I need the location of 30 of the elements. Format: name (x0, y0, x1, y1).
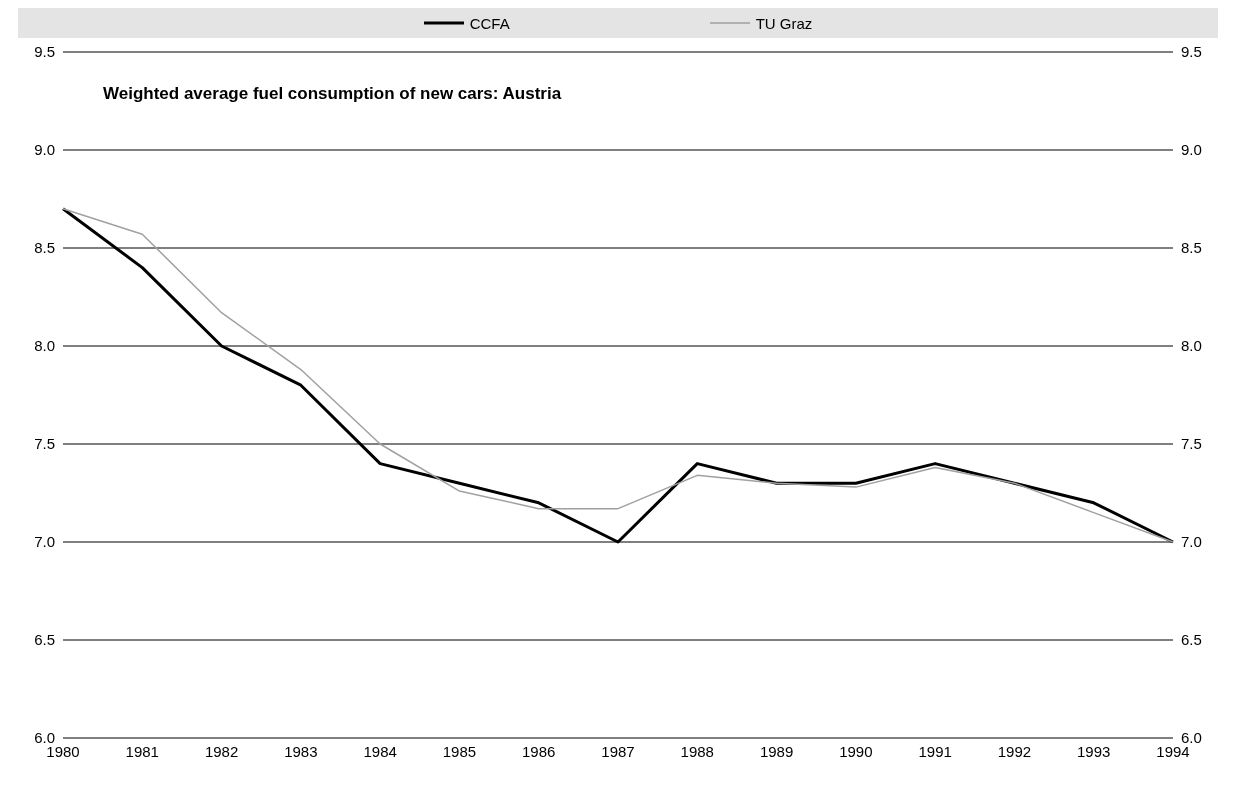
y2-tick-label: 7.5 (1181, 435, 1202, 453)
y2-tick-label: 9.0 (1181, 141, 1202, 159)
x-tick-label: 1984 (363, 742, 397, 760)
y-tick-label: 7.5 (34, 435, 55, 453)
text: Weighted average fuel consumption of new cars: Austria (103, 84, 562, 104)
x-tick-label: 1987 (601, 742, 635, 760)
x-tick-label: 1983 (284, 742, 318, 760)
y-tick-label: 6.5 (34, 631, 55, 649)
y-tick-label: 8.5 (34, 239, 55, 257)
x-tick-label: 1990 (839, 742, 873, 760)
y2-tick-label: 6.5 (1181, 631, 1202, 649)
legend-label: CCFA (469, 14, 510, 32)
x-tick-label: 1991 (918, 742, 952, 760)
x-tick-label: 1989 (759, 742, 794, 760)
legend-label: TU Graz (755, 14, 813, 32)
x-tick-label: 1982 (204, 742, 239, 760)
x-tick-label: 1993 (1077, 742, 1111, 760)
y-tick-label: 7.0 (34, 533, 55, 551)
y2-tick-label: 8.5 (1181, 239, 1202, 257)
x-tick-label: 1992 (997, 742, 1032, 760)
y-tick-label: 9.5 (34, 43, 55, 61)
x-tick-label: 1985 (442, 742, 477, 760)
x-tick-label: 1988 (680, 742, 714, 760)
x-tick-label: 1981 (125, 742, 159, 760)
y-tick-label: 8.0 (34, 337, 55, 355)
y2-tick-label: 7.0 (1181, 533, 1202, 551)
y-tick-label: 9.0 (34, 141, 55, 159)
x-tick-label: 1986 (522, 742, 556, 760)
y2-tick-label: 8.0 (1181, 337, 1202, 355)
y2-tick-label: 9.5 (1181, 43, 1202, 61)
